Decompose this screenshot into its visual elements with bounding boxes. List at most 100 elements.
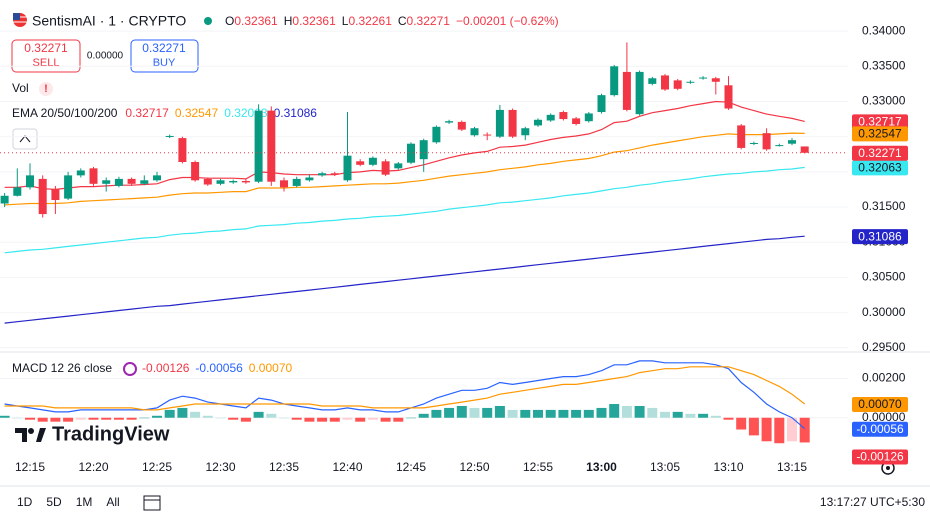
histogram-bar	[621, 405, 632, 418]
x-tick-label: 12:30	[205, 460, 235, 474]
histogram-bar	[545, 409, 556, 418]
candle-body	[407, 143, 415, 163]
histogram-bar	[152, 415, 162, 418]
ema-last-label-box	[852, 126, 908, 142]
candle-body	[114, 178, 123, 186]
candle-body	[534, 119, 542, 126]
candle-body	[368, 157, 377, 165]
histogram-bar	[698, 413, 709, 418]
watermark: TradingView	[52, 423, 170, 445]
histogram-bar	[177, 407, 188, 418]
candle-body	[648, 78, 657, 84]
candle-body	[699, 77, 708, 79]
high-value: 0.32361	[292, 14, 336, 28]
histogram-bar	[37, 417, 48, 422]
ema-last-label-box	[852, 114, 908, 130]
macd-last-label-box	[852, 397, 908, 413]
buy-price[interactable]: 0.32271	[142, 41, 186, 55]
histogram-bar	[533, 409, 543, 418]
candle-body	[381, 161, 390, 175]
histogram-bar	[736, 417, 747, 430]
buy-button[interactable]	[130, 39, 199, 73]
candle-body	[508, 109, 517, 137]
histogram-bar	[660, 411, 670, 418]
histogram-bar	[647, 407, 658, 418]
histogram-bar	[88, 417, 99, 420]
candle-body	[559, 112, 568, 120]
candle-body	[89, 168, 98, 184]
y-tick-label: 0.00000	[862, 410, 906, 424]
spread: 0.00000	[87, 51, 124, 62]
candle-body	[432, 126, 441, 143]
candle-body	[38, 178, 47, 215]
range-button[interactable]: 1D	[17, 495, 33, 509]
open-label: O	[225, 14, 234, 28]
candle-body	[483, 134, 492, 136]
macd-legend-value: -0.00056	[195, 361, 243, 375]
histogram-bar	[494, 405, 505, 418]
histogram-bar	[723, 417, 734, 420]
candle-body	[661, 75, 669, 90]
candle-body	[305, 177, 314, 181]
candle-body	[419, 140, 428, 160]
candle-body	[26, 175, 34, 188]
histogram-bar	[710, 415, 721, 418]
histogram-bar	[113, 417, 124, 420]
histogram-bar	[202, 415, 213, 418]
range-button[interactable]: 1M	[76, 495, 93, 509]
histogram-bar	[266, 413, 277, 418]
histogram-bar	[685, 413, 696, 418]
histogram-last-label-box	[852, 449, 908, 465]
candle-body	[178, 138, 187, 162]
ema-last-label: 0.32547	[858, 127, 902, 141]
x-tick-label: 12:45	[396, 460, 426, 474]
candle-body	[292, 178, 301, 186]
histogram-bar	[75, 417, 86, 420]
candle-body	[775, 145, 784, 147]
y-tick-label: 0.33500	[862, 58, 906, 72]
candle-body	[724, 85, 733, 109]
macd-legend-value: 0.00070	[249, 361, 293, 375]
buy-label[interactable]: BUY	[153, 57, 176, 69]
histogram-bar	[634, 405, 645, 418]
y-tick-label: 0.30500	[862, 270, 906, 284]
warning-icon: !	[39, 82, 53, 96]
candle-body	[686, 81, 695, 83]
sell-price[interactable]: 0.32271	[24, 41, 68, 55]
ema-last-label: 0.32063	[858, 161, 902, 175]
x-tick-label: 13:00	[586, 460, 617, 474]
candle-body	[241, 181, 250, 183]
histogram-bar	[393, 417, 404, 422]
histogram-bar	[240, 417, 251, 422]
histogram-bar	[583, 409, 594, 418]
x-tick-label: 12:20	[78, 460, 108, 474]
sell-label[interactable]: SELL	[33, 57, 60, 69]
x-tick-label: 12:50	[459, 460, 489, 474]
clock: 13:17:27 UTC+5:30	[820, 495, 925, 509]
calendar-icon[interactable]	[143, 495, 161, 511]
candle-body	[216, 180, 225, 184]
close-label: C	[398, 14, 407, 28]
histogram-bar	[0, 415, 10, 418]
candle-body	[64, 175, 73, 199]
candle-body	[635, 71, 644, 115]
macd-line	[4, 360, 806, 430]
sell-button[interactable]	[11, 39, 81, 73]
x-tick-label: 12:40	[332, 460, 362, 474]
candle-body	[280, 180, 288, 188]
candle-body	[13, 187, 22, 196]
x-tick-label: 12:15	[15, 460, 45, 474]
candle-body	[495, 109, 504, 137]
range-button[interactable]: All	[106, 495, 119, 509]
svg-text:!: !	[44, 83, 48, 95]
y-tick-label: 0.31500	[862, 199, 906, 213]
x-tick-label: 12:35	[269, 460, 299, 474]
histogram-bar	[507, 409, 518, 418]
histogram-bar	[787, 417, 797, 442]
candle-body	[800, 146, 809, 153]
range-button[interactable]: 5D	[46, 495, 62, 509]
candle-body	[394, 163, 403, 169]
histogram-bar	[304, 417, 315, 422]
collapse-button[interactable]	[12, 128, 38, 150]
candle-body	[318, 173, 327, 176]
